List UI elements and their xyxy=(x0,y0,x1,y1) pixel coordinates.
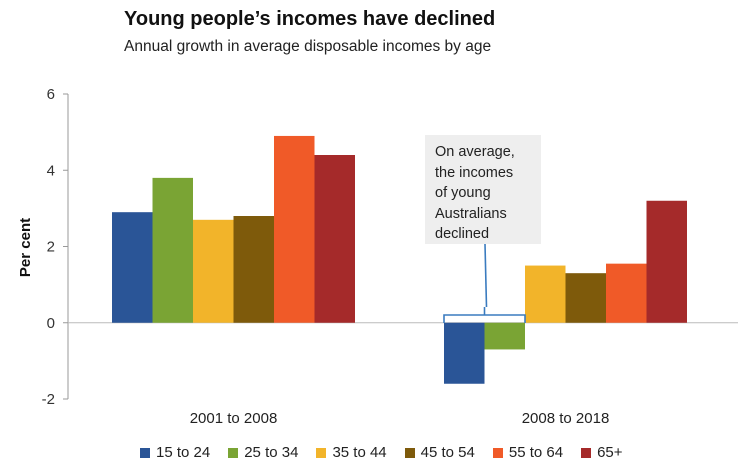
bar xyxy=(152,177,193,323)
bar xyxy=(525,265,566,323)
annotation-line: the incomes xyxy=(435,164,514,181)
legend: 15 to 24 25 to 34 35 to 44 45 to 54 55 to 64… xyxy=(140,444,641,461)
legend-label: 65+ xyxy=(597,444,623,461)
bar xyxy=(112,212,153,323)
annotation-line: of young xyxy=(435,185,491,201)
y-tick-label: 6 xyxy=(47,86,55,103)
y-axis-title: Per cent xyxy=(17,218,34,277)
legend-label: 55 to 64 xyxy=(508,444,564,461)
bar xyxy=(233,216,274,323)
bar xyxy=(606,263,647,323)
bar xyxy=(444,322,485,384)
category-label: 2008 to 2018 xyxy=(522,410,610,427)
bar xyxy=(193,219,234,323)
annotation-box: On average, the incomes of young Austral… xyxy=(425,135,541,244)
annotation-line: Australians xyxy=(435,205,507,222)
annotation-line: On average, xyxy=(435,144,515,160)
y-tick-label: 2 xyxy=(47,239,55,256)
y-tick-label: 0 xyxy=(47,315,55,332)
legend-item: 45 to 54 xyxy=(404,444,475,461)
legend-swatch xyxy=(404,447,415,458)
category-label: 2001 to 2008 xyxy=(190,410,278,427)
annotation-line: declined xyxy=(435,226,490,242)
legend-label: 35 to 44 xyxy=(332,444,387,461)
legend-swatch xyxy=(492,447,503,458)
legend-label: 15 to 24 xyxy=(156,444,211,461)
legend-swatch xyxy=(228,447,239,458)
legend-item: 65+ xyxy=(581,444,623,461)
bar xyxy=(314,155,355,323)
legend-swatch xyxy=(316,447,327,458)
y-tick-label: -2 xyxy=(42,391,55,408)
legend-item: 55 to 64 xyxy=(492,444,564,461)
legend-item: 15 to 24 xyxy=(140,444,210,461)
legend-swatch xyxy=(581,447,592,458)
legend-swatch xyxy=(140,447,150,458)
bars: 2001 to 2008 2008 to 2018 xyxy=(112,135,687,427)
annotation-pointer xyxy=(484,243,488,308)
legend-item: 35 to 44 xyxy=(316,444,387,461)
y-tick-label: 4 xyxy=(47,162,55,179)
annotation-bracket xyxy=(443,243,526,323)
bar xyxy=(646,200,687,323)
bar xyxy=(274,135,315,323)
legend-label: 25 to 34 xyxy=(244,444,299,461)
bar xyxy=(565,273,606,323)
bar xyxy=(484,322,525,350)
chart-title: Young people’s incomes have declined xyxy=(124,8,496,30)
chart-subtitle: Annual growth in average disposable inco… xyxy=(124,38,492,55)
bracket-line xyxy=(443,314,526,323)
legend-item: 25 to 34 xyxy=(228,444,298,461)
legend-label: 45 to 54 xyxy=(420,444,475,461)
